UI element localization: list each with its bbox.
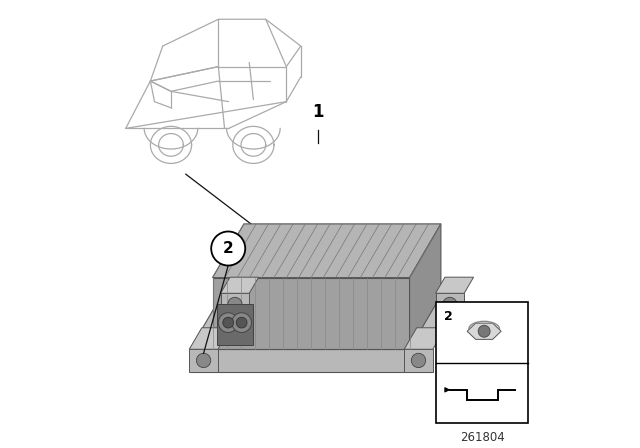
Circle shape	[412, 353, 426, 368]
Circle shape	[228, 297, 242, 312]
Polygon shape	[436, 277, 474, 293]
Polygon shape	[189, 328, 230, 349]
Polygon shape	[212, 224, 441, 278]
Polygon shape	[217, 305, 253, 345]
Circle shape	[232, 313, 252, 332]
Circle shape	[196, 353, 211, 368]
Polygon shape	[212, 278, 410, 349]
Polygon shape	[436, 293, 464, 316]
Bar	[436, 302, 528, 423]
Polygon shape	[190, 296, 463, 349]
Text: 1: 1	[312, 103, 323, 121]
Polygon shape	[410, 224, 441, 349]
Polygon shape	[404, 349, 433, 372]
Polygon shape	[404, 328, 445, 349]
Circle shape	[218, 313, 238, 332]
Circle shape	[223, 317, 234, 328]
Circle shape	[236, 317, 247, 328]
Polygon shape	[189, 349, 218, 372]
Polygon shape	[221, 277, 259, 293]
Circle shape	[443, 297, 457, 312]
Text: 2: 2	[223, 241, 234, 256]
Polygon shape	[221, 293, 249, 316]
Polygon shape	[190, 349, 432, 372]
Polygon shape	[467, 323, 501, 339]
Circle shape	[211, 232, 245, 266]
Text: 261804: 261804	[460, 431, 505, 444]
Text: 2: 2	[444, 310, 453, 323]
Circle shape	[478, 325, 490, 337]
